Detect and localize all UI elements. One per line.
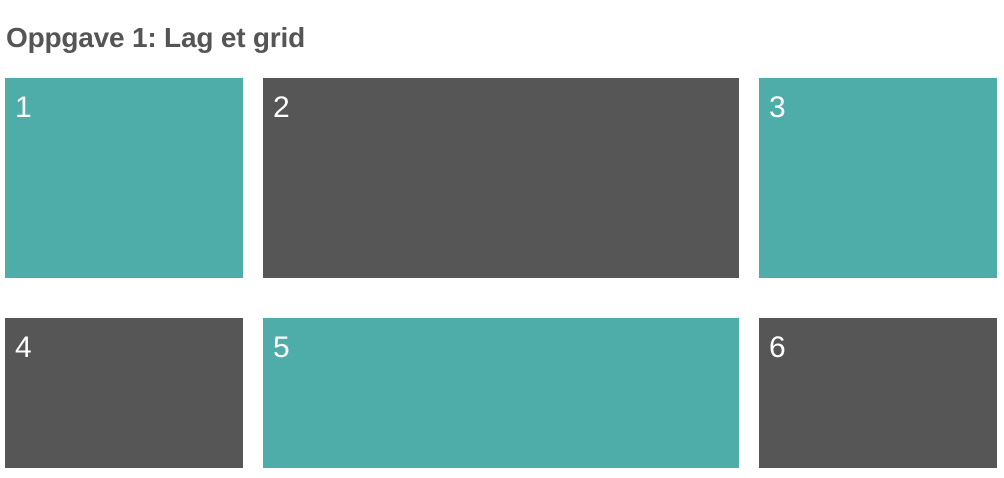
grid-cell-5: 5 — [263, 318, 739, 468]
grid-container: 1 2 3 4 5 6 — [5, 78, 997, 468]
grid-cell-label: 1 — [15, 91, 32, 124]
grid-cell-label: 3 — [769, 91, 786, 124]
grid-cell-label: 2 — [273, 91, 290, 124]
grid-cell-1: 1 — [5, 78, 243, 278]
grid-cell-6: 6 — [759, 318, 997, 468]
grid-cell-label: 5 — [273, 331, 290, 364]
grid-cell-2: 2 — [263, 78, 739, 278]
grid-cell-3: 3 — [759, 78, 997, 278]
grid-cell-label: 6 — [769, 331, 786, 364]
grid-cell-4: 4 — [5, 318, 243, 468]
grid-cell-label: 4 — [15, 331, 32, 364]
page-title: Oppgave 1: Lag et grid — [6, 22, 305, 53]
